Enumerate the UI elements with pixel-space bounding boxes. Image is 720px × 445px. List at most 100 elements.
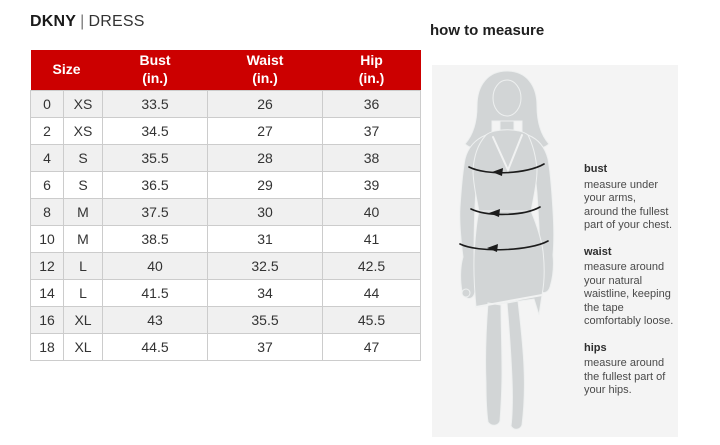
waist-cell: 34 — [207, 278, 324, 307]
table-row: 8 M 37.5 30 40 — [30, 197, 422, 226]
measure-section-text: measure around your natural waistline, k… — [584, 261, 674, 327]
hip-arrowhead — [487, 244, 498, 252]
female-silhouette-illustration — [459, 70, 555, 430]
size-number-cell: 14 — [30, 278, 64, 307]
table-header-row: Size Bust (in.) Waist (in.) Hip (in.) — [30, 50, 421, 90]
silhouette-skirt-hem-seam — [475, 294, 543, 308]
size-number-cell: 12 — [30, 251, 64, 280]
page-title: DKNY | DRESS — [30, 13, 145, 31]
table-row: 16 XL 43 35.5 45.5 — [30, 305, 422, 334]
hip-cell: 45.5 — [322, 305, 422, 334]
size-number-cell: 0 — [30, 89, 64, 118]
table-row: 12 L 40 32.5 42.5 — [30, 251, 422, 280]
waist-cell: 35.5 — [207, 305, 324, 334]
waist-cell: 29 — [207, 170, 324, 199]
measure-section: hips measure around the fullest part of y… — [584, 342, 676, 398]
bust-cell: 40 — [102, 251, 209, 280]
title-separator: | — [80, 13, 85, 30]
col-header-size: Size — [30, 50, 103, 90]
table-row: 18 XL 44.5 37 47 — [30, 332, 422, 361]
bust-cell: 37.5 — [102, 197, 209, 226]
col-header-hip: Hip (in.) — [322, 50, 421, 90]
size-letter-cell: S — [62, 143, 104, 172]
hip-cell: 37 — [322, 116, 422, 145]
hip-cell: 39 — [322, 170, 422, 199]
bust-arrowhead — [492, 168, 503, 176]
size-number-cell: 10 — [30, 224, 64, 253]
size-number-cell: 8 — [30, 197, 64, 226]
waist-cell: 27 — [207, 116, 324, 145]
hip-cell: 44 — [322, 278, 422, 307]
measure-section-label: waist — [584, 245, 612, 258]
how-to-measure-heading: how to measure — [430, 22, 545, 39]
waist-cell: 32.5 — [207, 251, 324, 280]
col-header-waist: Waist (in.) — [207, 50, 323, 90]
silhouette-left-thumb — [461, 288, 471, 298]
measure-section: bust measure under your arms, around the … — [584, 163, 676, 233]
waist-arrowhead — [489, 209, 500, 217]
bust-cell: 35.5 — [102, 143, 209, 172]
size-letter-cell: XS — [62, 116, 104, 145]
hip-measure-arrow — [459, 240, 549, 251]
table-row: 14 L 41.5 34 44 — [30, 278, 422, 307]
waist-cell: 31 — [207, 224, 324, 253]
bust-measure-arrow — [468, 163, 545, 174]
silhouette-vneck-seam — [492, 134, 523, 173]
col-header-bust: Bust (in.) — [102, 50, 208, 90]
size-letter-cell: XS — [62, 89, 104, 118]
size-letter-cell: L — [62, 278, 104, 307]
table-row: 4 S 35.5 28 38 — [30, 143, 422, 172]
size-number-cell: 4 — [30, 143, 64, 172]
table-row: 2 XS 34.5 27 37 — [30, 116, 422, 145]
waist-cell: 26 — [207, 89, 324, 118]
bust-cell: 33.5 — [102, 89, 209, 118]
silhouette-left-leg — [485, 302, 503, 426]
hip-cell: 47 — [322, 332, 422, 361]
measure-section-text: measure under your arms, around the full… — [584, 178, 673, 232]
silhouette-right-arm — [527, 134, 555, 294]
hip-cell: 36 — [322, 89, 422, 118]
silhouette-torso — [472, 129, 538, 213]
table-row: 6 S 36.5 29 39 — [30, 170, 422, 199]
measure-section-label: bust — [584, 163, 608, 175]
waist-measure-arrow — [470, 206, 541, 216]
brand-name: DKNY — [30, 13, 77, 30]
size-letter-cell: M — [62, 197, 104, 226]
hip-cell: 38 — [322, 143, 422, 172]
waist-cell: 30 — [207, 197, 324, 226]
size-number-cell: 6 — [30, 170, 64, 199]
bust-cell: 44.5 — [102, 332, 209, 361]
size-number-cell: 2 — [30, 116, 64, 145]
hip-cell: 41 — [322, 224, 422, 253]
measure-instructions: bust measure under your arms, around the … — [584, 163, 676, 411]
hip-cell: 42.5 — [322, 251, 422, 280]
product-type: DRESS — [88, 13, 145, 30]
measure-section-label: hips — [584, 341, 607, 354]
table-row: 10 M 38.5 31 41 — [30, 224, 422, 253]
silhouette-face — [492, 79, 522, 117]
waist-cell: 37 — [207, 332, 324, 361]
measure-section: waist measure around your natural waistli… — [584, 246, 676, 329]
bust-cell: 36.5 — [102, 170, 209, 199]
size-letter-cell: S — [62, 170, 104, 199]
size-number-cell: 18 — [30, 332, 64, 361]
silhouette-right-leg — [506, 300, 525, 430]
bust-cell: 38.5 — [102, 224, 209, 253]
measure-panel: bust measure under your arms, around the … — [432, 65, 678, 437]
silhouette-skirt — [473, 210, 545, 316]
size-letter-cell: M — [62, 224, 104, 253]
size-letter-cell: XL — [62, 332, 104, 361]
size-number-cell: 16 — [30, 305, 64, 334]
measure-section-text: measure around the fullest part of your … — [584, 357, 666, 396]
hip-cell: 40 — [322, 197, 422, 226]
size-letter-cell: L — [62, 251, 104, 280]
size-letter-cell: XL — [62, 305, 104, 334]
bust-cell: 41.5 — [102, 278, 209, 307]
waist-cell: 28 — [207, 143, 324, 172]
table-row: 0 XS 33.5 26 36 — [30, 89, 422, 118]
bust-cell: 43 — [102, 305, 209, 334]
bust-cell: 34.5 — [102, 116, 209, 145]
size-table-body: 0 XS 33.5 26 36 2 XS 34.5 27 37 4 S 35.5 28 38 6 S 36.5 29… — [30, 89, 422, 361]
